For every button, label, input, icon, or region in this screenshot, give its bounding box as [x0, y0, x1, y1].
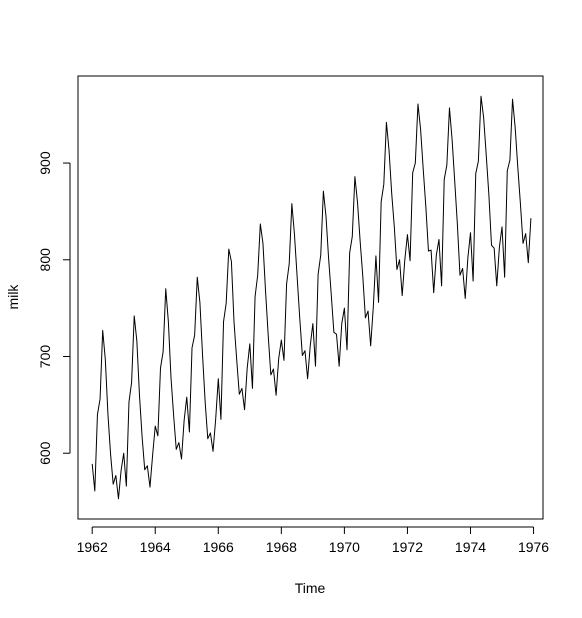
- x-tick-label: 1962: [77, 539, 108, 555]
- x-tick-label: 1976: [518, 539, 549, 555]
- plot-box: [77, 75, 544, 520]
- y-axis-label: milk: [5, 284, 21, 310]
- x-axis: 1962 1964 1966 1968 1970 1972 1974 1976: [77, 526, 549, 555]
- y-tick-label: 900: [37, 151, 53, 175]
- x-tick-label: 1970: [329, 539, 360, 555]
- y-tick-label: 700: [37, 345, 53, 369]
- y-tick-label: 800: [37, 248, 53, 272]
- x-tick-label: 1966: [203, 539, 234, 555]
- y-axis: 600 700 800 900: [37, 151, 71, 465]
- x-tick-label: 1968: [266, 539, 297, 555]
- x-tick-label: 1974: [455, 539, 486, 555]
- milk-series-line: [91, 95, 532, 500]
- x-tick-label: 1964: [140, 539, 171, 555]
- x-axis-label: Time: [295, 580, 326, 596]
- series-group: [91, 95, 532, 500]
- y-tick-label: 600: [37, 441, 53, 465]
- x-tick-label: 1972: [392, 539, 423, 555]
